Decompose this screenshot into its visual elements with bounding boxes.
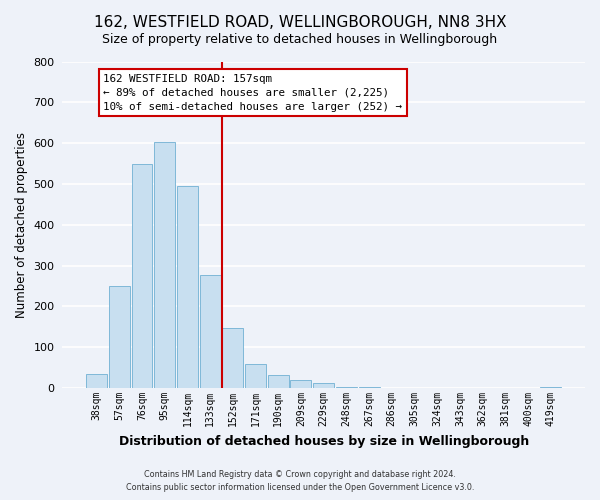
Bar: [223, 328, 243, 388]
Bar: [131, 164, 152, 388]
Bar: [109, 286, 130, 388]
Text: 162 WESTFIELD ROAD: 157sqm
← 89% of detached houses are smaller (2,225)
10% of s: 162 WESTFIELD ROAD: 157sqm ← 89% of deta…: [103, 74, 403, 112]
Text: Size of property relative to detached houses in Wellingborough: Size of property relative to detached ho…: [103, 32, 497, 46]
Bar: [268, 374, 289, 388]
Bar: [336, 387, 357, 388]
Bar: [245, 364, 266, 388]
Bar: [86, 374, 107, 388]
Bar: [154, 142, 175, 388]
X-axis label: Distribution of detached houses by size in Wellingborough: Distribution of detached houses by size …: [119, 434, 529, 448]
Text: 162, WESTFIELD ROAD, WELLINGBOROUGH, NN8 3HX: 162, WESTFIELD ROAD, WELLINGBOROUGH, NN8…: [94, 15, 506, 30]
Bar: [177, 186, 198, 388]
Bar: [313, 383, 334, 388]
Text: Contains HM Land Registry data © Crown copyright and database right 2024.
Contai: Contains HM Land Registry data © Crown c…: [126, 470, 474, 492]
Bar: [290, 380, 311, 388]
Y-axis label: Number of detached properties: Number of detached properties: [15, 132, 28, 318]
Bar: [200, 274, 221, 388]
